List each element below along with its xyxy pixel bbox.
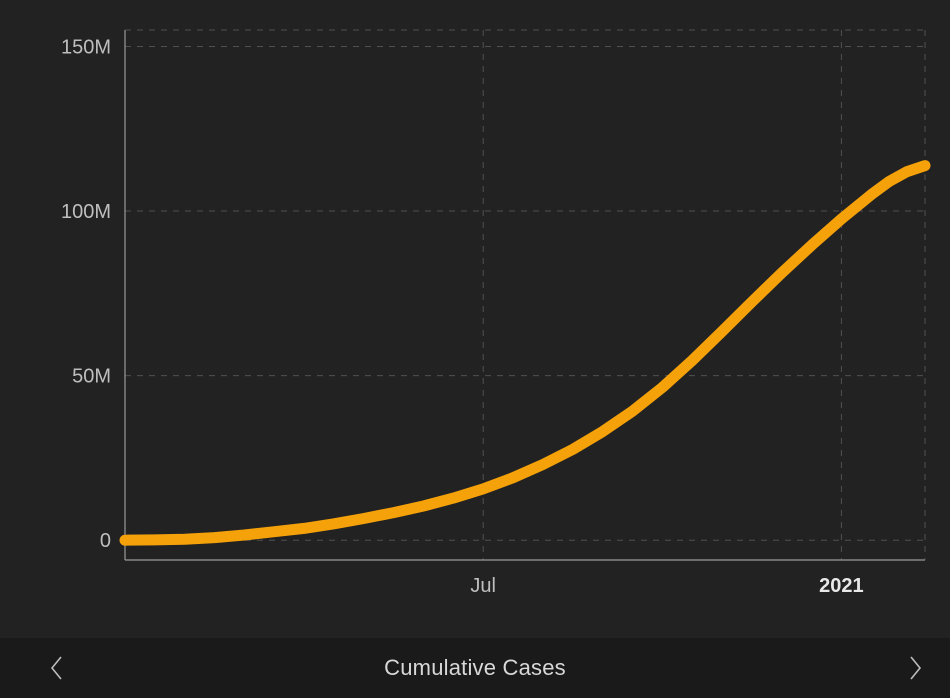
next-arrow-button[interactable] [906,654,924,682]
x-tick-label: Jul [470,575,496,597]
bottom-bar: Cumulative Cases [0,638,950,698]
panel-title: Cumulative Cases [384,655,566,681]
y-tick-label: 100M [61,201,111,223]
x-tick-label: 2021 [819,575,864,597]
chevron-right-icon [907,655,923,681]
y-tick-label: 0 [100,530,111,552]
cumulative-cases-chart: 0 50M 100M 150M Jul 2021 [0,0,950,638]
chart-area: 0 50M 100M 150M Jul 2021 [0,0,950,638]
y-tick-label: 50M [72,366,111,388]
chevron-left-icon [49,655,65,681]
prev-arrow-button[interactable] [48,654,66,682]
y-tick-label: 150M [61,36,111,58]
series-cumulative_cases [125,166,925,541]
chart-panel: 0 50M 100M 150M Jul 2021 Cumulative Cases [0,0,950,698]
